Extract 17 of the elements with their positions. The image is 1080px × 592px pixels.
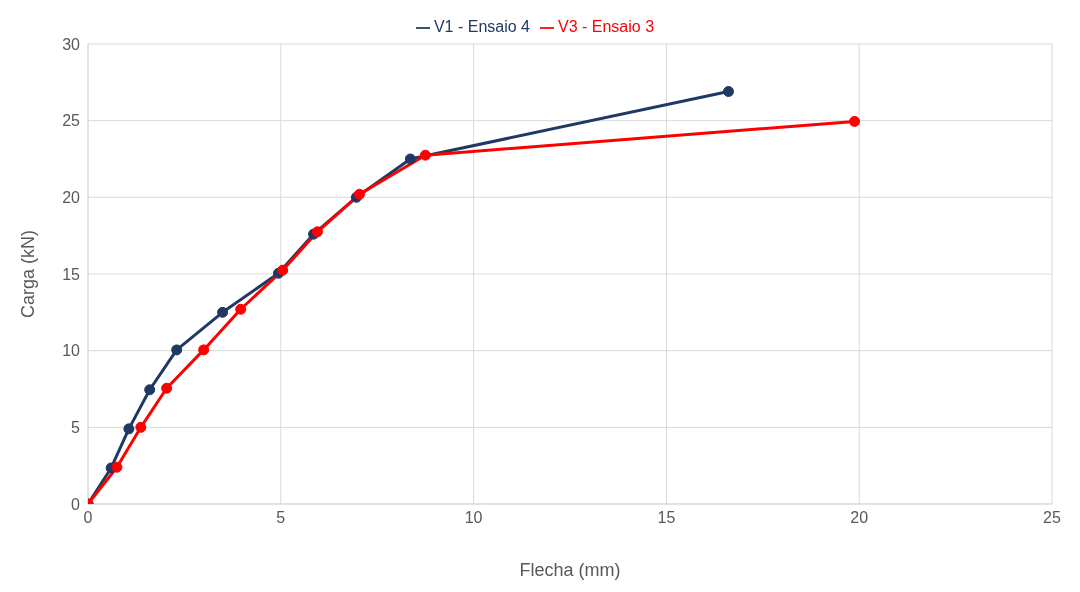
y-tick-label: 0 <box>71 495 81 513</box>
x-axis-title: Flecha (mm) <box>519 560 621 580</box>
x-tick-label: 5 <box>276 509 286 527</box>
x-tick-label: 0 <box>83 509 93 527</box>
x-tick-label: 15 <box>657 509 676 527</box>
x-tick-label: 10 <box>464 509 483 527</box>
y-tick-label: 15 <box>62 265 81 283</box>
legend-label: V3 - Ensaio 3 <box>558 18 655 35</box>
y-tick-label: 25 <box>62 112 81 130</box>
x-tick-label: 20 <box>850 509 869 527</box>
y-axis-title: Carga (kN) <box>18 229 39 319</box>
y-tick-label: 30 <box>62 35 81 53</box>
legend-label: V1 - Ensaio 4 <box>433 18 530 35</box>
y-tick-label: 20 <box>62 189 81 207</box>
y-tick-label: 10 <box>62 342 81 360</box>
y-tick-label: 5 <box>71 419 81 437</box>
x-tick-label: 25 <box>1043 509 1061 527</box>
